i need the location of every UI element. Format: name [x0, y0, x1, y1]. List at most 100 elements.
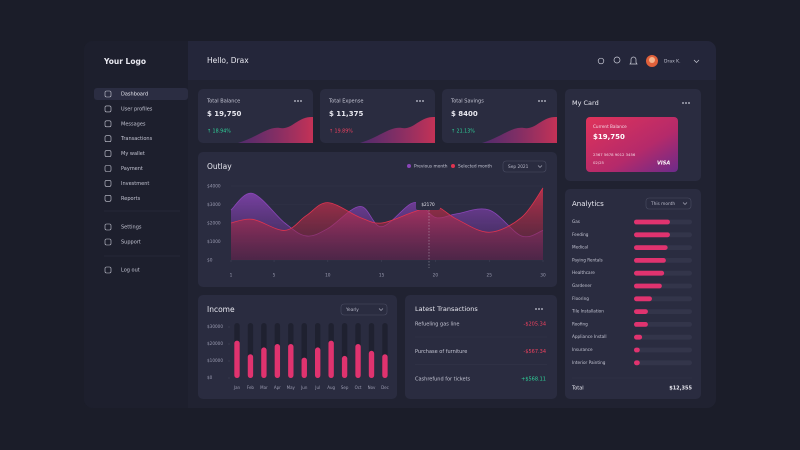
dot: [688, 102, 690, 104]
nav-icon: [104, 120, 112, 128]
category-label: Appliance Install: [572, 334, 607, 339]
bar: [634, 232, 670, 238]
nav-item[interactable]: Payment: [121, 166, 143, 172]
bell-icon[interactable]: [629, 56, 638, 65]
nav-item[interactable]: Transactions: [120, 136, 153, 142]
bar: [355, 344, 361, 378]
chart-title: Outlay: [207, 162, 232, 171]
content: Your Logo Dashboard User profiles Messages T…: [94, 55, 701, 399]
y-tick-label: $0: [207, 258, 213, 264]
dot: [419, 100, 421, 102]
stat-title: Total Expense: [328, 99, 364, 105]
dot: [535, 308, 537, 310]
sidebar: [84, 41, 188, 408]
stat-change: ↑ 18.94%: [207, 129, 231, 135]
nav-icon: [104, 238, 112, 246]
category-label: Insurance: [572, 347, 593, 352]
header-bar: [188, 41, 716, 80]
dropdown[interactable]: [340, 303, 388, 316]
y-tick-label: $2000: [207, 221, 221, 227]
y-tick-label: $1000: [207, 239, 221, 245]
more-button[interactable]: [294, 100, 302, 102]
transaction-amount: -$205.34: [524, 322, 546, 328]
chevron[interactable]: [693, 59, 700, 63]
x-tick-label: 1: [230, 273, 233, 279]
legend-swatch: [451, 164, 455, 168]
x-tick-label: Oct: [355, 385, 362, 390]
dropdown[interactable]: [645, 197, 692, 210]
category-label: Flooring: [572, 296, 589, 301]
dropdown[interactable]: [502, 160, 547, 173]
nav-item[interactable]: Reports: [121, 196, 141, 202]
more-button[interactable]: [416, 100, 424, 102]
sparkline: [360, 116, 435, 143]
bar: [634, 245, 668, 250]
bar-track: [634, 347, 692, 353]
card-panel: [565, 189, 701, 399]
search-icon[interactable]: [613, 56, 621, 64]
y-tick-label: $3000: [207, 202, 221, 208]
stat-change: ↑ 19.89%: [329, 129, 353, 135]
bar: [368, 350, 375, 378]
category-label: Roofing: [572, 321, 588, 326]
more-button[interactable]: [682, 102, 690, 104]
sparkline: [482, 116, 557, 143]
category-label: Paying Rentals: [572, 257, 603, 262]
nav-item[interactable]: Investment: [121, 181, 149, 187]
bar-track: [634, 334, 692, 340]
nav-item[interactable]: Support: [121, 240, 141, 246]
card-number: 2367 5678 9012 3456: [593, 152, 636, 157]
bar: [634, 258, 666, 263]
x-tick-label: Sep: [341, 385, 349, 390]
bar: [328, 340, 334, 378]
nav-icon: [104, 165, 112, 172]
card-brand: VISA: [657, 161, 670, 167]
y-tick-label: $30000: [207, 324, 223, 329]
stat-title: Total Savings: [450, 99, 484, 105]
x-tick-label: Jan: [233, 385, 241, 390]
bar-track: [634, 309, 692, 314]
dot: [538, 100, 540, 102]
category-label: Healthcare: [572, 270, 595, 275]
x-tick-label: 15: [379, 273, 385, 279]
chevron: [378, 308, 384, 311]
section-title: My Card: [572, 99, 599, 107]
nav-item[interactable]: Settings: [121, 225, 142, 231]
nav-item[interactable]: User profiles: [121, 106, 153, 112]
user-name[interactable]: Drax K.: [664, 59, 681, 65]
nav-item[interactable]: My wallet: [121, 151, 145, 157]
dot: [300, 100, 302, 102]
category-label: Gas: [572, 219, 580, 224]
stat-title: Total Balance: [206, 99, 240, 105]
x-tick-label: 10: [325, 273, 331, 279]
category-label: Tile Installation: [571, 309, 604, 314]
bar: [634, 360, 640, 366]
logout[interactable]: Log out: [121, 268, 140, 274]
y-tick-label: $10000: [207, 358, 223, 363]
transaction-name: Purchase of furniture: [415, 349, 467, 355]
x-tick-label: 20: [433, 273, 439, 279]
dropdown-label: This month: [650, 201, 675, 207]
more-button[interactable]: [538, 100, 546, 102]
dot: [544, 100, 546, 102]
theme-icon[interactable]: [597, 57, 605, 65]
bar-track: [634, 360, 692, 366]
card-balance: $19,750: [593, 133, 625, 141]
dot: [682, 102, 684, 104]
x-tick-label: Dec: [381, 385, 389, 390]
nav-icon: [104, 180, 112, 187]
credit-card[interactable]: [586, 117, 678, 172]
section-title: Latest Transactions: [415, 305, 478, 313]
x-tick-label: 25: [486, 273, 492, 279]
more-button[interactable]: [535, 308, 543, 310]
avatar-face: [649, 57, 655, 63]
bar: [315, 347, 321, 378]
chart-title: Income: [207, 305, 235, 314]
nav-item[interactable]: Messages: [121, 121, 146, 127]
x-tick-label: Aug: [327, 385, 335, 390]
nav-item[interactable]: Dashboard: [121, 92, 148, 98]
card-label: Current Balance: [593, 124, 627, 129]
stat-change: ↑ 21.13%: [451, 129, 475, 135]
bar: [247, 354, 254, 378]
